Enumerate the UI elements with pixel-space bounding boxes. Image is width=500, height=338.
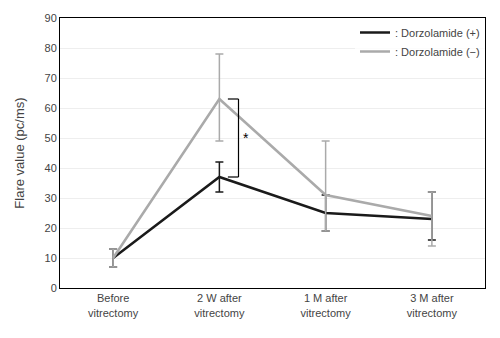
svg-text:20: 20: [45, 222, 57, 234]
svg-text:80: 80: [45, 42, 57, 54]
svg-text:70: 70: [45, 72, 57, 84]
svg-text:60: 60: [45, 102, 57, 114]
svg-text:90: 90: [45, 12, 57, 24]
svg-text:0: 0: [51, 282, 57, 294]
svg-text:*: *: [243, 130, 249, 146]
svg-text:1 M aftervitrectomy: 1 M aftervitrectomy: [301, 292, 352, 318]
svg-text:40: 40: [45, 162, 57, 174]
svg-text:10: 10: [45, 252, 57, 264]
svg-text:30: 30: [45, 192, 57, 204]
svg-text:Beforevitrectomy: Beforevitrectomy: [88, 292, 139, 318]
svg-text:2 W aftervitrectomy: 2 W aftervitrectomy: [194, 292, 245, 318]
svg-text:: Dorzolamide (+): : Dorzolamide (+): [395, 27, 480, 39]
svg-text:Flare value (pc/ms): Flare value (pc/ms): [12, 97, 27, 208]
svg-text:3 M aftervitrectomy: 3 M aftervitrectomy: [407, 292, 458, 318]
svg-text:50: 50: [45, 132, 57, 144]
svg-text:: Dorzolamide (−): : Dorzolamide (−): [395, 46, 480, 58]
